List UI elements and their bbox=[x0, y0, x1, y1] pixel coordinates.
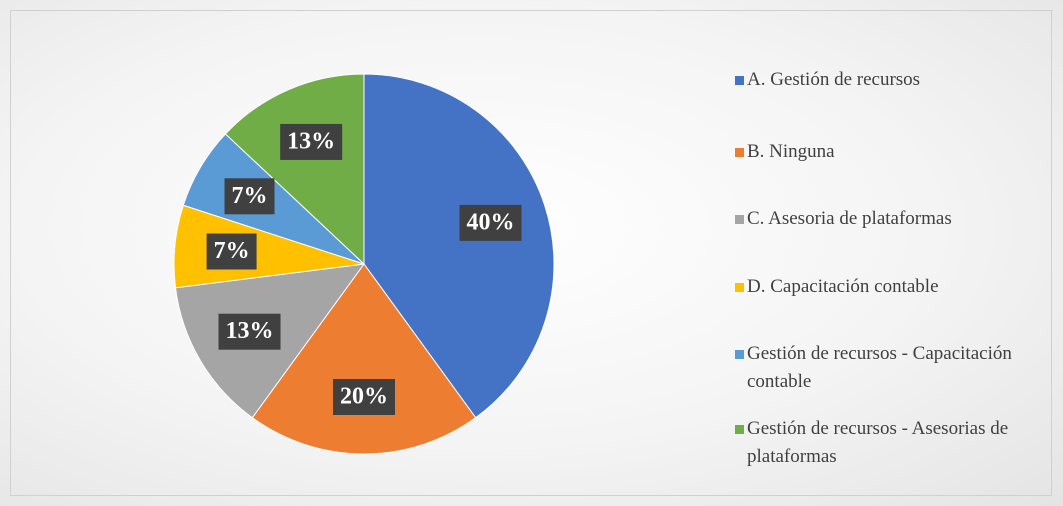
data-label-box bbox=[333, 379, 395, 415]
legend-entry: Gestión de recursos - Capacitación conta… bbox=[735, 340, 1055, 396]
data-label-text: 13% bbox=[226, 318, 274, 344]
legend-label: Gestión de recursos - Asesorias de plata… bbox=[747, 418, 1009, 467]
legend-swatch bbox=[735, 283, 744, 292]
legend-entry: B. Ninguna bbox=[735, 138, 1055, 166]
data-label: 40% bbox=[459, 204, 522, 241]
legend-label: A. Gestión de recursos bbox=[747, 69, 921, 90]
data-label-box bbox=[280, 123, 343, 160]
pie-slice bbox=[224, 73, 365, 266]
data-label: 13% bbox=[280, 123, 343, 160]
data-label-box bbox=[206, 233, 257, 270]
legend-swatch bbox=[735, 215, 744, 224]
pie-slice bbox=[251, 263, 477, 455]
legend-label: B. Ninguna bbox=[747, 141, 835, 162]
data-label-text: 7% bbox=[232, 183, 268, 209]
legend-swatch bbox=[735, 148, 744, 157]
data-label-text: 20% bbox=[340, 384, 388, 410]
data-label-text: 7% bbox=[214, 238, 250, 264]
legend-swatch bbox=[735, 76, 744, 85]
data-label-box bbox=[224, 178, 275, 215]
legend-label: Gestión de recursos - Capacitación conta… bbox=[747, 343, 1012, 392]
legend-entry: A. Gestión de recursos bbox=[735, 66, 1055, 94]
legend-label: D. Capacitación contable bbox=[747, 276, 939, 297]
data-label-box bbox=[218, 313, 281, 350]
data-label-text: 13% bbox=[287, 128, 335, 154]
legend-entry: Gestión de recursos - Asesorias de plata… bbox=[735, 415, 1055, 471]
data-label-text: 40% bbox=[466, 209, 514, 235]
legend-swatch bbox=[735, 425, 744, 434]
data-label: 13% bbox=[218, 313, 281, 350]
data-label-box bbox=[459, 204, 522, 241]
data-label: 7% bbox=[206, 233, 257, 270]
chart-frame bbox=[10, 10, 1052, 496]
legend-entry: D. Capacitación contable bbox=[735, 273, 1055, 301]
legend-entry: C. Asesoria de plataformas bbox=[735, 205, 1055, 233]
legend-label: C. Asesoria de plataformas bbox=[747, 208, 952, 229]
legend-swatch bbox=[735, 350, 744, 359]
data-label: 7% bbox=[224, 178, 275, 215]
pie-slice bbox=[363, 73, 555, 419]
data-label: 20% bbox=[333, 379, 395, 415]
